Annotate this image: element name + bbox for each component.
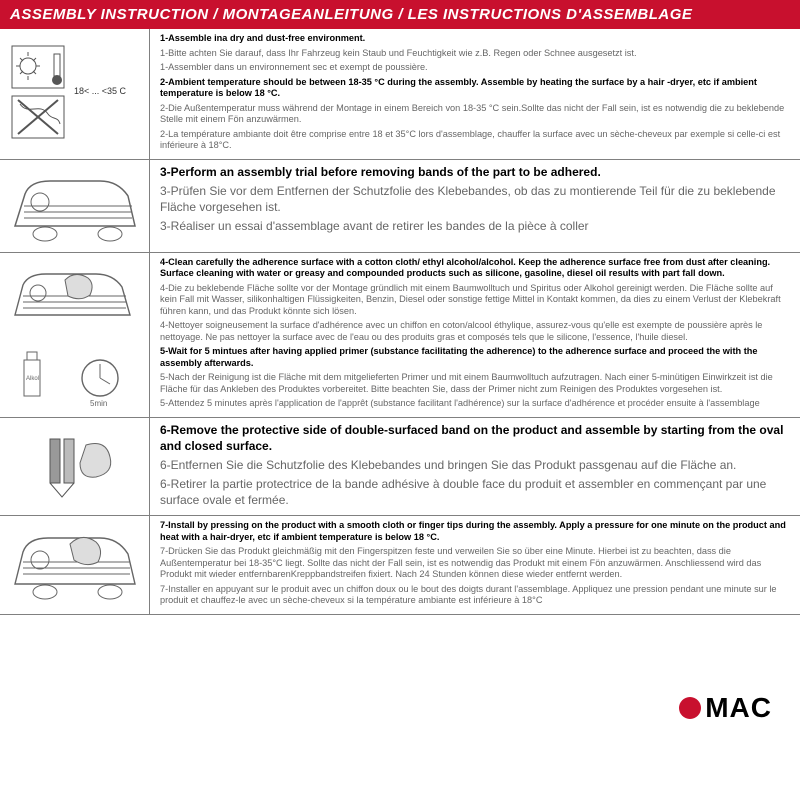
line: 5-Attendez 5 minutes après l'application…	[160, 398, 792, 410]
step-text-4: 6-Remove the protective side of double-s…	[150, 418, 800, 516]
line: 7-Installer en appuyant sur le produit a…	[160, 584, 792, 607]
line: 4-Nettoyer soigneusement la surface d'ad…	[160, 320, 792, 343]
line: 7-Drücken Sie das Produkt gleichmäßig mi…	[160, 546, 792, 581]
step-illustration-clean: Alkol 5min	[0, 253, 150, 417]
logo-dot-icon	[679, 697, 701, 719]
svg-text:18< ... <35 C: 18< ... <35 C	[74, 86, 127, 96]
step-row-1: 18< ... <35 C 1-Assemble ina dry and dus…	[0, 29, 800, 160]
step-row-4: 6-Remove the protective side of double-s…	[0, 418, 800, 517]
step-illustration-car-trial	[0, 160, 150, 252]
line: 4-Die zu beklebende Fläche sollte vor de…	[160, 283, 792, 318]
svg-text:Alkol: Alkol	[26, 376, 39, 382]
step-illustration-press	[0, 516, 150, 614]
step-text-5: 7-Install by pressing on the product wit…	[150, 516, 800, 614]
step-text-1: 1-Assemble ina dry and dust-free environ…	[150, 29, 800, 159]
line: 5-Wait for 5 mintues after having applie…	[160, 346, 792, 369]
line: 6-Entfernen Sie die Schutzfolie des Kleb…	[160, 457, 792, 473]
line: 3-Perform an assembly trial before remov…	[160, 164, 792, 180]
step-row-3: Alkol 5min 4-Clean carefully the adheren…	[0, 253, 800, 418]
line: 6-Remove the protective side of double-s…	[160, 422, 792, 454]
page-title: ASSEMBLY INSTRUCTION / MONTAGEANLEITUNG …	[10, 6, 790, 23]
footer: MAC	[0, 615, 800, 800]
step-row-2: 3-Perform an assembly trial before remov…	[0, 160, 800, 253]
line: 2-La température ambiante doit être comp…	[160, 129, 792, 152]
line: 1-Assembler dans un environnement sec et…	[160, 62, 792, 74]
line: 2-Die Außentemperatur muss während der M…	[160, 103, 792, 126]
line: 4-Clean carefully the adherence surface …	[160, 257, 792, 280]
line: 1-Assemble ina dry and dust-free environ…	[160, 33, 792, 45]
line: 5-Nach der Reinigung ist die Fläche mit …	[160, 372, 792, 395]
line: 3-Réaliser un essai d'assemblage avant d…	[160, 218, 792, 234]
svg-text:5min: 5min	[90, 399, 107, 408]
step-illustration-peel	[0, 418, 150, 516]
step-row-5: 7-Install by pressing on the product wit…	[0, 516, 800, 615]
brand-logo: MAC	[679, 692, 772, 724]
line: 2-Ambient temperature should be between …	[160, 77, 792, 100]
logo-text: MAC	[705, 692, 772, 724]
step-text-3: 4-Clean carefully the adherence surface …	[150, 253, 800, 417]
step-illustration-temperature: 18< ... <35 C	[0, 29, 150, 159]
step-text-2: 3-Perform an assembly trial before remov…	[150, 160, 800, 252]
line: 1-Bitte achten Sie darauf, dass Ihr Fahr…	[160, 48, 792, 60]
header-bar: ASSEMBLY INSTRUCTION / MONTAGEANLEITUNG …	[0, 0, 800, 29]
line: 6-Retirer la partie protectrice de la ba…	[160, 476, 792, 508]
line: 3-Prüfen Sie vor dem Entfernen der Schut…	[160, 183, 792, 215]
line: 7-Install by pressing on the product wit…	[160, 520, 792, 543]
